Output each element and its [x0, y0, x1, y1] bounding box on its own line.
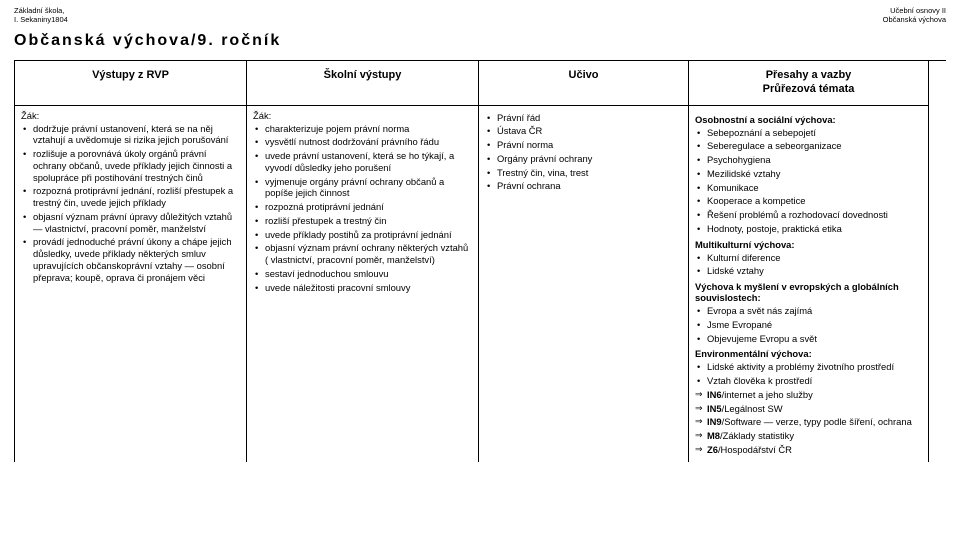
list-item: Lidské vztahy: [707, 265, 922, 277]
col-header-cross-topics: Přesahy a vazby Průřezová témata: [689, 61, 929, 106]
list-item: vyjmenuje orgány právní ochrany občanů a…: [265, 176, 472, 200]
list-item: uvede právní ustanovení, která se ho týk…: [265, 150, 472, 174]
list-item: sestaví jednoduchou smlouvu: [265, 268, 472, 280]
list-item: Ústava ČR: [497, 125, 682, 137]
col3-list: Právní řád Ústava ČR Právní norma Orgány…: [485, 112, 682, 193]
col-header-school-outputs: Školní výstupy: [247, 61, 479, 106]
list-item: Psychohygiena: [707, 154, 922, 166]
env-list: Lidské aktivity a problémy životního pro…: [695, 361, 922, 387]
list-item: Objevujeme Evropu a svět: [707, 333, 922, 345]
arrow-code: IN5: [707, 403, 722, 414]
col-school-body: Žák: charakterizuje pojem právní norma v…: [247, 106, 479, 462]
mkv-list: Kulturní diference Lidské vztahy: [695, 252, 922, 278]
list-item: Právní řád: [497, 112, 682, 124]
header-right-line2: Občanská výchova: [883, 15, 946, 24]
list-item: vysvětlí nutnost dodržování právního řád…: [265, 136, 472, 148]
list-item: Seberegulace a sebeorganizace: [707, 140, 922, 152]
col-cross-body: Osobnostní a sociální výchova: Sebepozná…: [689, 106, 929, 462]
page-title: Občanská výchova/9. ročník: [14, 32, 946, 50]
env-heading: Environmentální výchova:: [695, 348, 922, 359]
arrow-list: IN6/internet a jeho služby IN5/Legálnost…: [695, 389, 922, 456]
list-item: Hodnoty, postoje, praktická etika: [707, 223, 922, 235]
arrow-code: IN6: [707, 389, 722, 400]
list-item: Kooperace a kompetice: [707, 195, 922, 207]
list-item: Mezilidské vztahy: [707, 168, 922, 180]
col-rvp-body: Žák: dodržuje právní ustanovení, která s…: [15, 106, 247, 462]
arrow-rest: /Software — verze, typy podle šíření, oc…: [722, 416, 912, 427]
arrow-item: IN9/Software — verze, typy podle šíření,…: [707, 416, 922, 428]
col-header-rvp: Výstupy z RVP: [15, 61, 247, 106]
list-item: provádí jednoduché právní úkony a chápe …: [33, 236, 240, 283]
arrow-code: Z6: [707, 444, 718, 455]
osv-heading: Osobnostní a sociální výchova:: [695, 114, 922, 125]
header-left: Základní škola, I. Sekaniny1804: [14, 6, 68, 24]
list-item: rozlišuje a porovnává úkoly orgánů právn…: [33, 148, 240, 183]
arrow-rest: /internet a jeho služby: [722, 389, 813, 400]
header-right: Učební osnovy II Občanská výchova: [883, 6, 946, 24]
list-item: Právní norma: [497, 139, 682, 151]
col-header-curriculum: Učivo: [479, 61, 689, 106]
list-item: rozliší přestupek a trestný čin: [265, 215, 472, 227]
header-left-line2: I. Sekaniny1804: [14, 15, 68, 24]
page: Základní škola, I. Sekaniny1804 Učební o…: [0, 0, 960, 557]
arrow-item: M8/Základy statistiky: [707, 430, 922, 442]
col2-lead: Žák:: [253, 110, 472, 121]
header-left-line1: Základní škola,: [14, 6, 68, 15]
list-item: objasní význam právní ochrany některých …: [265, 242, 472, 266]
arrow-rest: /Základy statistiky: [720, 430, 794, 441]
arrow-item: IN5/Legálnost SW: [707, 403, 922, 415]
ves-heading: Výchova k myšlení v evropských a globáln…: [695, 281, 922, 303]
list-item: Orgány právní ochrany: [497, 153, 682, 165]
osv-list: Sebepoznání a sebepojetí Seberegulace a …: [695, 127, 922, 235]
list-item: Evropa a svět nás zajímá: [707, 305, 922, 317]
list-item: Vztah člověka k prostředí: [707, 375, 922, 387]
list-item: rozpozná protiprávní jednání, rozliší př…: [33, 185, 240, 209]
col-header-links: Přesahy a vazby: [766, 69, 852, 81]
list-item: Trestný čin, vina, trest: [497, 167, 682, 179]
list-item: charakterizuje pojem právní norma: [265, 123, 472, 135]
list-item: objasní význam právní úpravy důležitých …: [33, 211, 240, 235]
mkv-heading: Multikulturní výchova:: [695, 239, 922, 250]
curriculum-table: Výstupy z RVP Školní výstupy Učivo Přesa…: [14, 60, 946, 462]
arrow-item: IN6/internet a jeho služby: [707, 389, 922, 401]
arrow-rest: /Legálnost SW: [722, 403, 783, 414]
col2-list: charakterizuje pojem právní norma vysvět…: [253, 123, 472, 294]
arrow-item: Z6/Hospodářství ČR: [707, 444, 922, 456]
list-item: Jsme Evropané: [707, 319, 922, 331]
col1-list: dodržuje právní ustanovení, která se na …: [21, 123, 240, 284]
arrow-rest: /Hospodářství ČR: [718, 444, 792, 455]
ves-list: Evropa a svět nás zajímá Jsme Evropané O…: [695, 305, 922, 344]
list-item: Lidské aktivity a problémy životního pro…: [707, 361, 922, 373]
list-item: Kulturní diference: [707, 252, 922, 264]
col-curriculum-body: Právní řád Ústava ČR Právní norma Orgány…: [479, 106, 689, 462]
list-item: dodržuje právní ustanovení, která se na …: [33, 123, 240, 147]
list-item: Řešení problémů a rozhodovací dovednosti: [707, 209, 922, 221]
list-item: rozpozná protiprávní jednání: [265, 201, 472, 213]
col1-lead: Žák:: [21, 110, 240, 121]
col-header-themes: Průřezová témata: [763, 83, 855, 95]
list-item: Komunikace: [707, 182, 922, 194]
list-item: Sebepoznání a sebepojetí: [707, 127, 922, 139]
list-item: Právní ochrana: [497, 180, 682, 192]
list-item: uvede příklady postihů za protiprávní je…: [265, 229, 472, 241]
arrow-code: IN9: [707, 416, 722, 427]
arrow-code: M8: [707, 430, 720, 441]
header-right-line1: Učební osnovy II: [883, 6, 946, 15]
list-item: uvede náležitosti pracovní smlouvy: [265, 282, 472, 294]
